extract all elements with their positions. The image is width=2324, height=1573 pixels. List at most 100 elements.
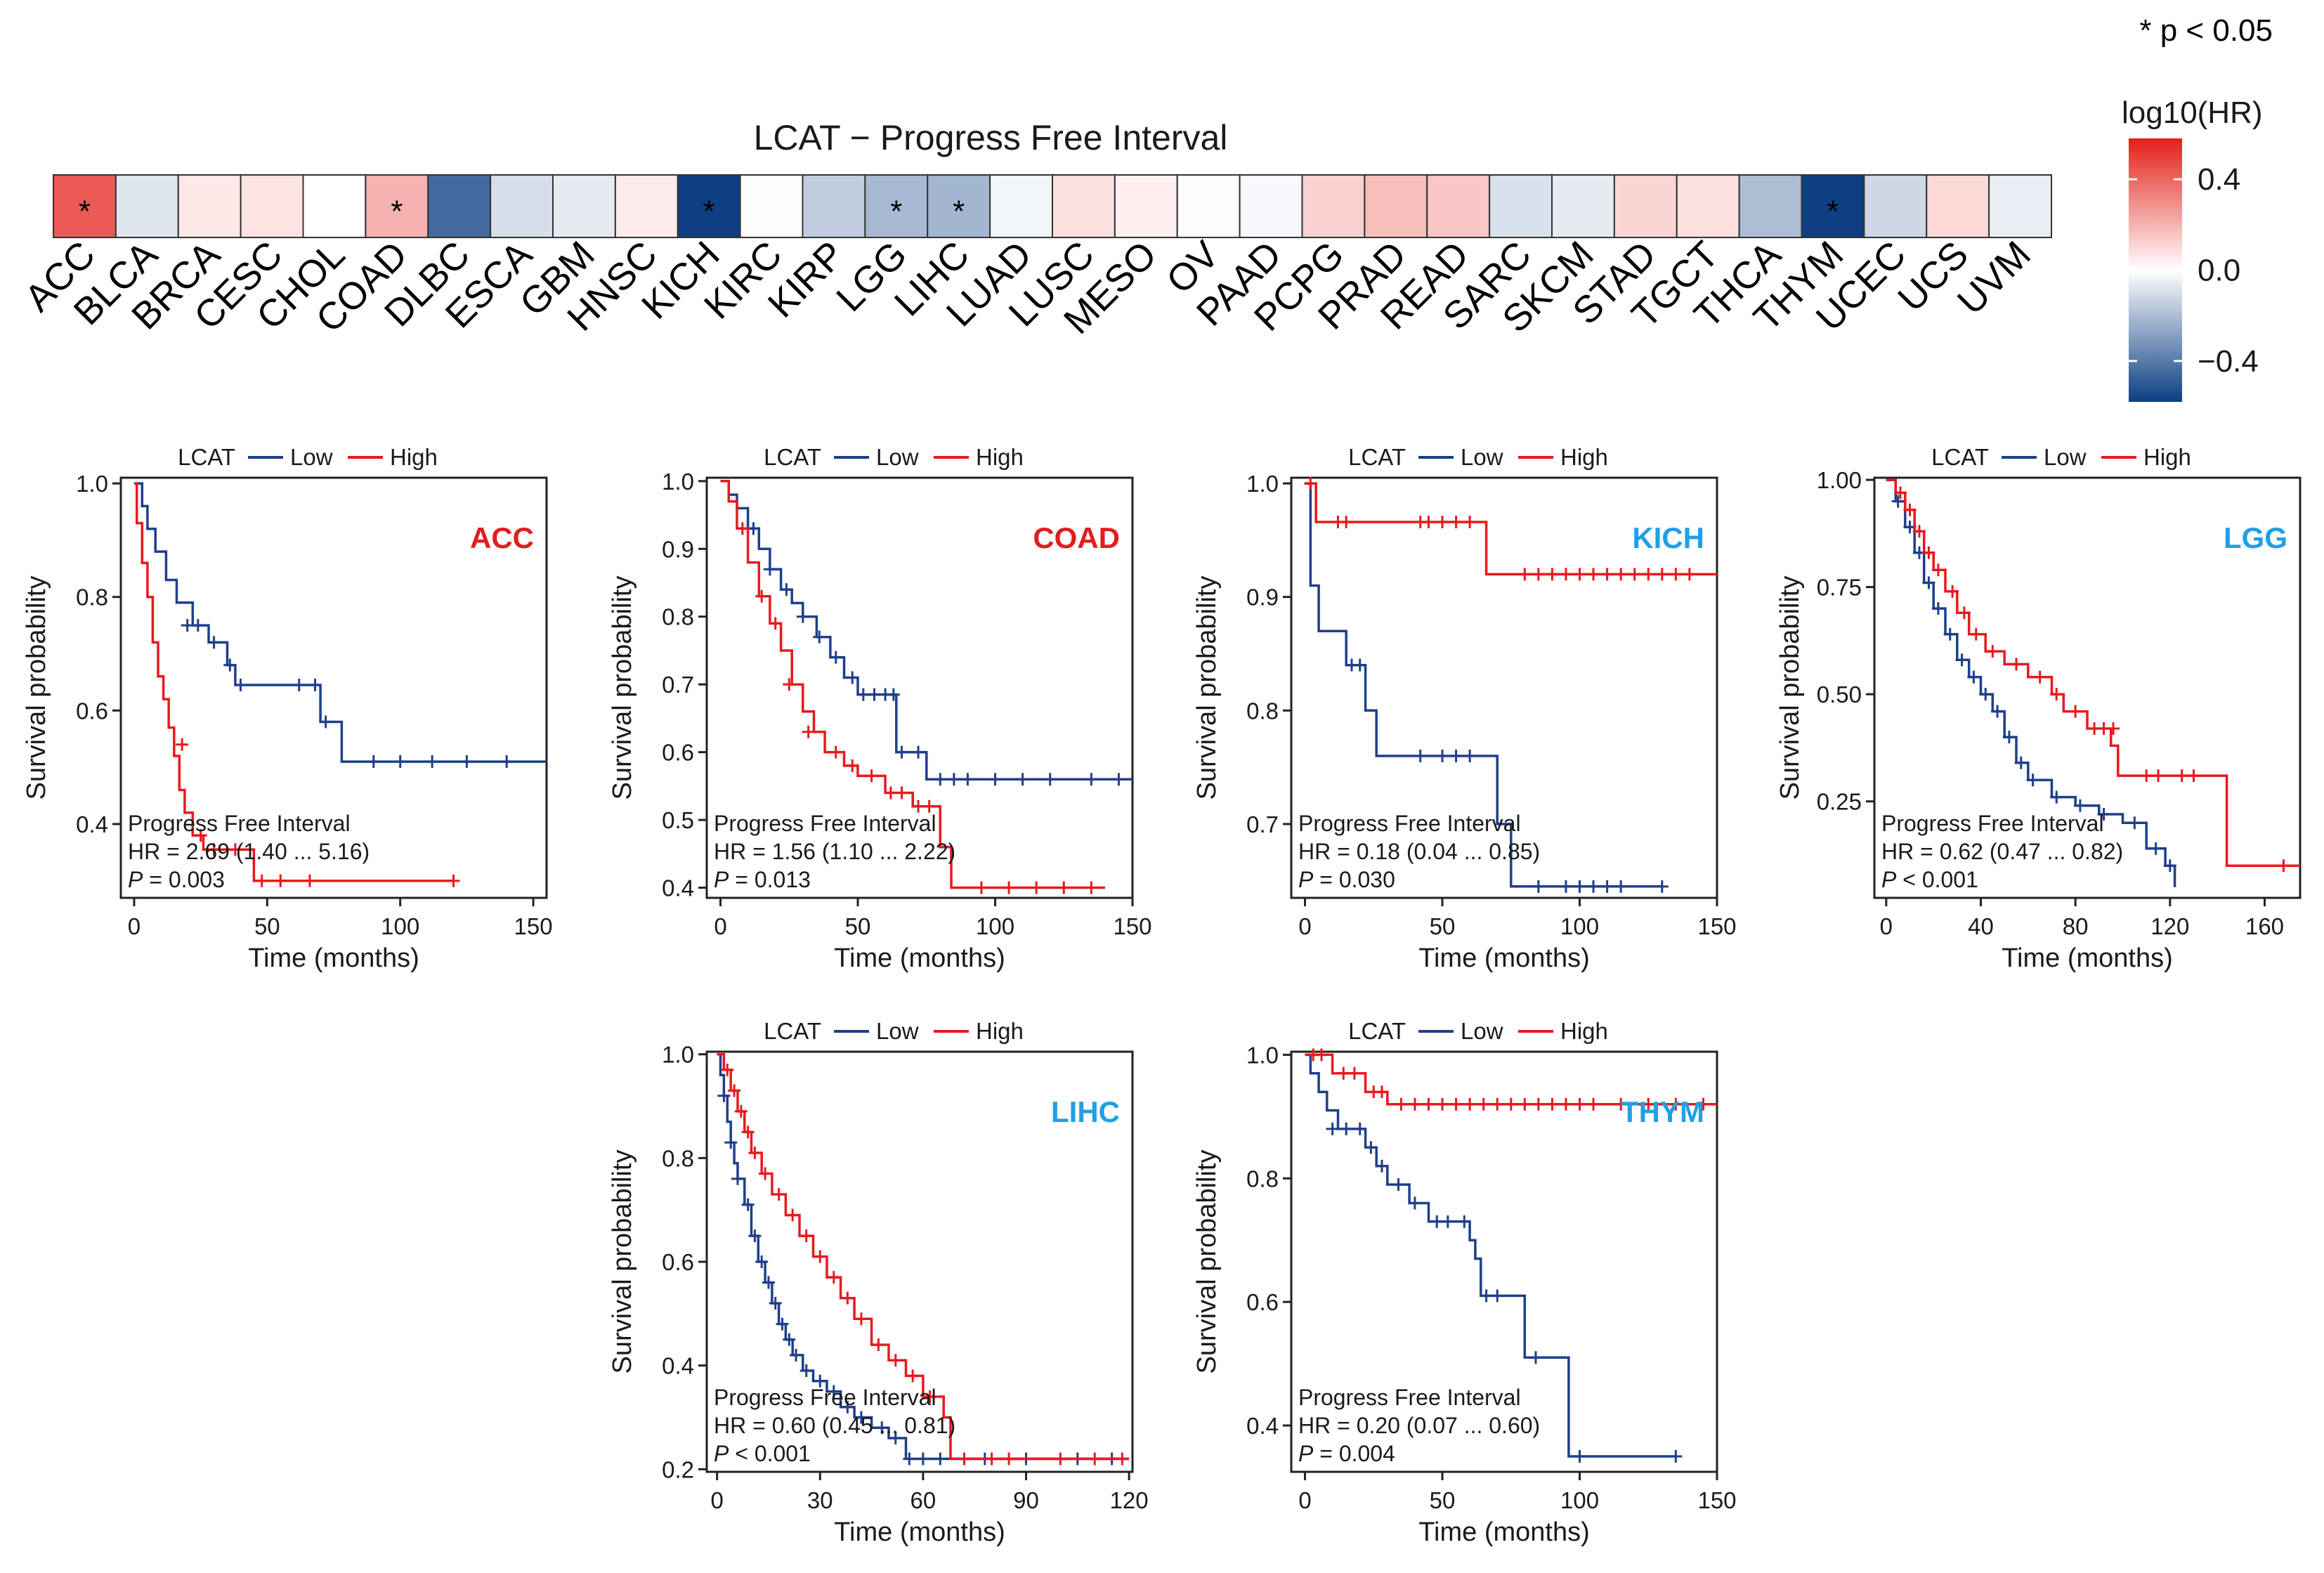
censor-mark-low (1573, 1450, 1586, 1463)
censor-mark-high (1546, 568, 1559, 581)
censor-mark-low (912, 745, 925, 759)
y-tick-label: 1.0 (76, 471, 108, 497)
legend-title: LCAT (1931, 444, 1989, 470)
censor-mark-low (813, 630, 826, 644)
censor-mark-low (1441, 1215, 1454, 1228)
censor-mark-high (759, 1167, 772, 1180)
censor-mark-high (1463, 516, 1477, 529)
censor-mark-high (974, 881, 988, 894)
censor-mark-high (1088, 1452, 1102, 1466)
censor-mark-high (906, 1369, 920, 1383)
heatmap-cell-dlbc (427, 174, 492, 238)
censor-mark-high (1315, 1048, 1329, 1062)
censor-mark-high (1395, 1097, 1408, 1111)
legend-label-high: High (1560, 1018, 1608, 1044)
y-tick-label: 0.6 (1246, 1289, 1279, 1315)
censor-mark-low (2163, 859, 2176, 873)
significance-star-lihc: * (953, 195, 965, 229)
censor-mark-low (1430, 1215, 1444, 1228)
plot-frame (705, 476, 1134, 899)
censor-mark-low (846, 671, 859, 684)
censor-mark-low (1458, 1215, 1471, 1228)
censor-mark-low (2149, 842, 2162, 855)
censor-mark-low (1480, 1289, 1493, 1303)
p-value: = 0.003 (143, 867, 225, 892)
censor-mark-low (234, 678, 247, 691)
heatmap-cell-ucec (1863, 174, 1928, 238)
censor-mark-high (1057, 881, 1071, 894)
censor-mark-low (1943, 627, 1957, 641)
y-tick-label: 0.75 (1817, 575, 1862, 601)
heatmap-cell-ov (1176, 174, 1241, 238)
censor-mark-low (1614, 880, 1628, 893)
censor-mark-high (1669, 568, 1683, 581)
censor-mark-low (1931, 602, 1945, 615)
heatmap-cell-prad (1364, 174, 1428, 238)
censor-mark-high (2277, 859, 2290, 873)
y-tick-label: 1.0 (1246, 471, 1279, 497)
plot-frame (1290, 1050, 1718, 1473)
p-symbol: P (1881, 867, 1897, 892)
censor-mark-low (1376, 1159, 1389, 1173)
censor-mark-high (2010, 658, 2023, 671)
censor-mark-low (1669, 1450, 1683, 1463)
y-tick-label: 0.8 (76, 585, 108, 611)
censor-mark-high (1436, 516, 1449, 529)
y-tick-label: 0.5 (662, 807, 694, 833)
censor-mark-high (1969, 627, 1983, 641)
censor-mark-high (1449, 1097, 1463, 1111)
censor-mark-low (717, 1089, 731, 1102)
p-symbol: P (714, 1441, 729, 1466)
p-value: = 0.030 (1313, 867, 1395, 892)
censor-mark-high (1642, 568, 1655, 581)
censor-mark-high (1614, 1097, 1628, 1111)
x-tick-label: 0 (1298, 913, 1311, 939)
censor-mark-low (780, 583, 793, 596)
censor-mark-high (741, 1125, 755, 1139)
km-panel-lihc: LCAT Low High 1.0 0.8 0.6 0.4 0.2 0 30 60 90 120 Time… (608, 1018, 1149, 1547)
censor-mark-low (895, 745, 908, 759)
annotation-pvalue: P = 0.030 (1298, 867, 1395, 892)
y-tick-label: 0.8 (662, 1145, 694, 1171)
censor-mark-low (961, 773, 974, 786)
plot-frame (1290, 476, 1718, 899)
censor-mark-high (303, 874, 316, 887)
censor-mark-high (734, 1104, 748, 1118)
censor-mark-high (1116, 1452, 1129, 1466)
heatmap-strip: *ACCBLCABRCACESCCHOL*COADDLBCESCAGBMHNSC… (17, 174, 2052, 342)
censor-mark-high (1931, 563, 1945, 577)
heatmap-cell-sarc (1489, 174, 1553, 238)
censor-mark-low (308, 678, 322, 691)
censor-mark-high (1463, 1097, 1477, 1111)
censor-mark-high (176, 738, 189, 751)
x-tick-label: 100 (381, 913, 419, 939)
censor-mark-low (1559, 880, 1572, 893)
y-tick-label: 0.2 (662, 1456, 694, 1482)
censor-mark-high (1477, 1097, 1490, 1111)
heatmap-cell-kirp (802, 174, 866, 238)
censor-mark-high (769, 617, 782, 630)
censor-mark-low (1043, 773, 1057, 786)
censor-mark-high (194, 829, 207, 842)
annotation-endpoint: Progress Free Interval (714, 811, 936, 836)
censor-mark-high (1587, 568, 1600, 581)
x-tick-label: 120 (1110, 1487, 1149, 1513)
censor-mark-low (1655, 880, 1669, 893)
y-tick-label: 0.6 (662, 1249, 694, 1275)
censor-mark-high (1436, 1097, 1449, 1111)
km-curve-high (1305, 1053, 1717, 1106)
censor-mark-high (1946, 585, 1959, 598)
censor-mark-high (1422, 516, 1435, 529)
colorbar-tick-label: 0.4 (2198, 162, 2240, 197)
x-tick-label: 30 (807, 1487, 833, 1513)
x-tick-label: 100 (1560, 1487, 1599, 1513)
censor-mark-low (856, 688, 870, 701)
km-panel-acc: LCAT Low High 1.0 0.8 0.6 0.4 0 50 100 150 Time (mo… (22, 444, 553, 973)
censor-mark-low (814, 1374, 827, 1388)
y-tick-label: 0.8 (1246, 1166, 1279, 1192)
annotation-endpoint: Progress Free Interval (714, 1385, 936, 1410)
censor-mark-low (827, 1385, 840, 1398)
p-symbol: P (1298, 867, 1314, 892)
legend-label-high: High (1560, 444, 1608, 470)
legend-title: LCAT (764, 1018, 821, 1044)
